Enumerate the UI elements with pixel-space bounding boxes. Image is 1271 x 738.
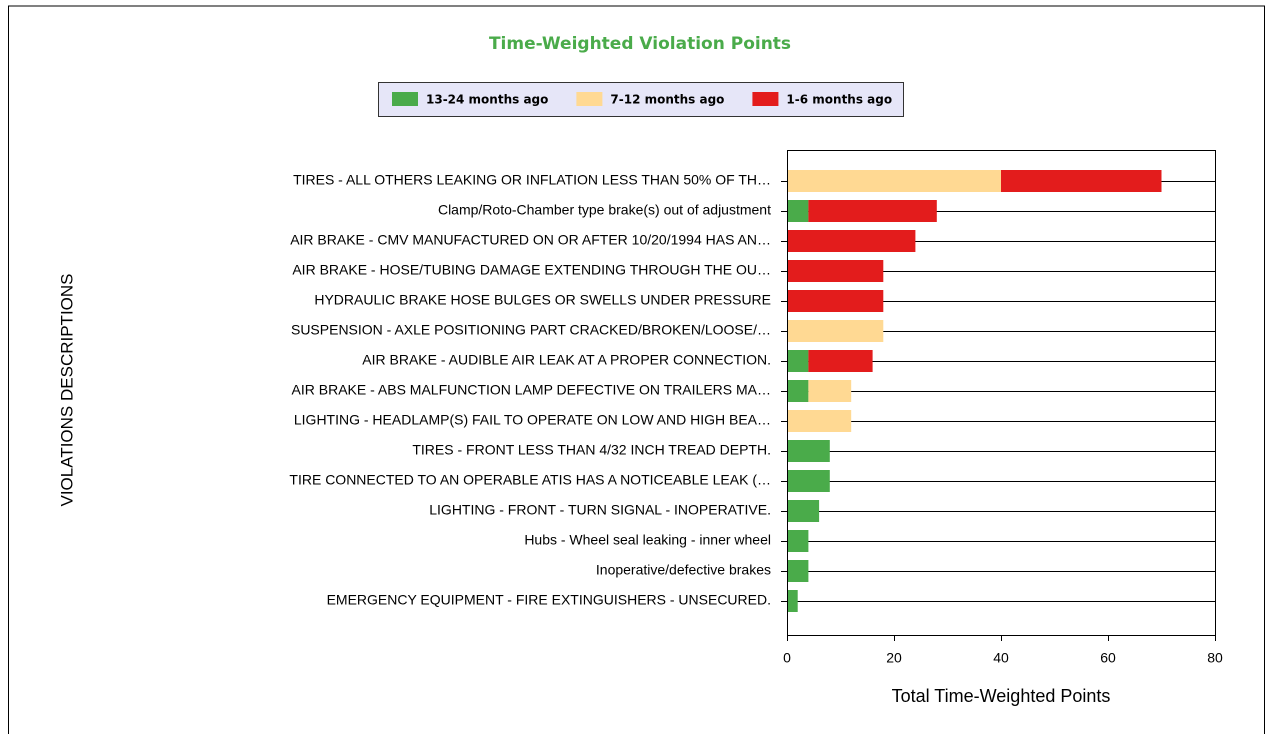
x-tick-label: 40	[993, 650, 1009, 666]
y-tick-label: TIRES - ALL OTHERS LEAKING OR INFLATION …	[293, 172, 771, 188]
legend-swatch	[752, 92, 779, 106]
bar-segment	[808, 200, 937, 222]
y-tick-label: AIR BRAKE - ABS MALFUNCTION LAMP DEFECTI…	[292, 382, 771, 398]
legend-label: 1-6 months ago	[786, 93, 892, 107]
chart-title: Time-Weighted Violation Points	[489, 34, 791, 54]
legend-swatch	[392, 92, 418, 106]
legend-label: 13-24 months ago	[426, 93, 548, 107]
bar-segment	[787, 470, 830, 492]
x-tick-label: 20	[886, 650, 902, 666]
y-tick-label: Clamp/Roto-Chamber type brake(s) out of …	[438, 202, 771, 218]
bar-segment	[787, 500, 820, 522]
y-tick-label: LIGHTING - FRONT - TURN SIGNAL - INOPERA…	[429, 502, 771, 518]
x-tick-label: 60	[1100, 650, 1116, 666]
bar-segment	[787, 290, 884, 312]
y-tick-label: AIR BRAKE - HOSE/TUBING DAMAGE EXTENDING…	[292, 262, 771, 278]
bar-segment	[787, 200, 809, 222]
y-tick-label: TIRE CONNECTED TO AN OPERABLE ATIS HAS A…	[289, 472, 771, 488]
bar-segment	[787, 380, 809, 402]
x-tick-label: 0	[783, 650, 791, 666]
bar-segment	[787, 590, 798, 612]
legend-label: 7-12 months ago	[610, 93, 724, 107]
y-tick-label: SUSPENSION - AXLE POSITIONING PART CRACK…	[291, 322, 771, 338]
y-tick-label: AIR BRAKE - AUDIBLE AIR LEAK AT A PROPER…	[362, 352, 771, 368]
y-axis-label: VIOLATIONS DESCRIPTIONS	[57, 273, 76, 506]
bar-segment	[787, 530, 809, 552]
y-tick-label: AIR BRAKE - CMV MANUFACTURED ON OR AFTER…	[290, 232, 771, 248]
bar-segment	[1001, 170, 1162, 192]
bar-segment	[787, 320, 884, 342]
bar-segment	[787, 260, 884, 282]
y-tick-label: Hubs - Wheel seal leaking - inner wheel	[524, 532, 771, 548]
y-tick-label: TIRES - FRONT LESS THAN 4/32 INCH TREAD …	[412, 442, 771, 458]
y-tick-label: EMERGENCY EQUIPMENT - FIRE EXTINGUISHERS…	[327, 592, 771, 608]
legend-box	[378, 82, 904, 117]
bar-segment	[787, 560, 809, 582]
bar-segment	[787, 410, 852, 432]
x-tick-label: 80	[1207, 650, 1223, 666]
bar-segment	[808, 380, 852, 402]
y-tick-label: LIGHTING - HEADLAMP(S) FAIL TO OPERATE O…	[294, 412, 771, 428]
y-tick-label: Inoperative/defective brakes	[596, 562, 771, 578]
bar-segment	[787, 350, 809, 372]
y-tick-label: HYDRAULIC BRAKE HOSE BULGES OR SWELLS UN…	[314, 292, 771, 308]
bar-segment	[787, 170, 1001, 192]
x-axis-label: Total Time-Weighted Points	[892, 686, 1111, 706]
legend-swatch	[576, 92, 603, 106]
bar-segment	[787, 230, 916, 252]
bar-segment	[808, 350, 873, 372]
bar-segment	[787, 440, 830, 462]
